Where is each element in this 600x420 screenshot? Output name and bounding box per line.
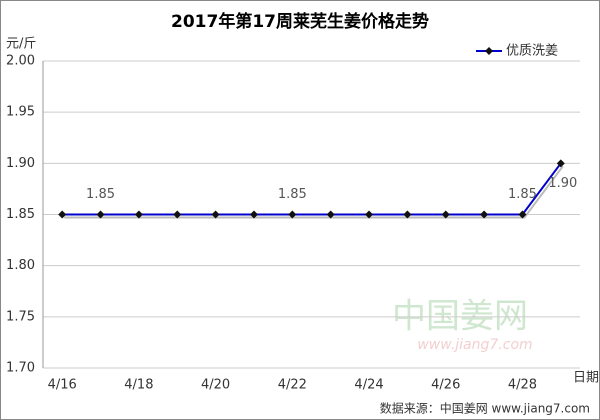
y-axis-label: 元/斤 — [6, 37, 36, 52]
watermark: www.jiang7.com — [417, 337, 532, 353]
y-tick-label: 1.75 — [6, 309, 35, 324]
line-shadow — [64, 165, 564, 219]
point-marker — [211, 210, 220, 219]
point-marker — [288, 210, 297, 219]
point-marker — [480, 210, 489, 219]
point-marker — [249, 210, 258, 219]
data-label: 1.90 — [548, 176, 577, 191]
point-marker — [134, 210, 143, 219]
point-marker — [173, 210, 182, 219]
point-marker — [96, 210, 105, 219]
x-axis-label: 日期 — [573, 371, 599, 386]
legend-marker — [485, 47, 493, 55]
y-tick-label: 1.85 — [6, 207, 35, 222]
x-tick-label: 4/16 — [48, 378, 77, 393]
x-tick-label: 4/24 — [354, 378, 383, 393]
point-marker — [556, 159, 565, 168]
x-tick-label: 4/22 — [278, 378, 307, 393]
source-note: 数据来源：中国姜网 www.jiang7.com — [380, 401, 590, 416]
point-marker — [58, 210, 67, 219]
chart-title: 2017年第17周莱芜生姜价格走势 — [171, 11, 429, 32]
point-marker — [518, 210, 527, 219]
data-label: 1.85 — [508, 187, 537, 202]
x-tick-label: 4/20 — [201, 378, 230, 393]
y-tick-label: 1.80 — [6, 258, 35, 273]
x-tick-label: 4/18 — [124, 378, 153, 393]
y-tick-label: 1.95 — [6, 105, 35, 120]
point-marker — [326, 210, 335, 219]
x-tick-label: 4/28 — [508, 378, 537, 393]
series-line — [62, 162, 562, 216]
data-label: 1.85 — [86, 187, 115, 202]
point-marker — [441, 210, 450, 219]
y-tick-label: 1.70 — [6, 361, 35, 376]
point-marker — [365, 210, 374, 219]
y-tick-label: 2.00 — [6, 54, 35, 69]
legend-label: 优质洗姜 — [506, 44, 558, 59]
x-tick-label: 4/26 — [431, 378, 460, 393]
point-marker — [403, 210, 412, 219]
data-label: 1.85 — [278, 187, 307, 202]
y-tick-label: 1.90 — [6, 156, 35, 171]
